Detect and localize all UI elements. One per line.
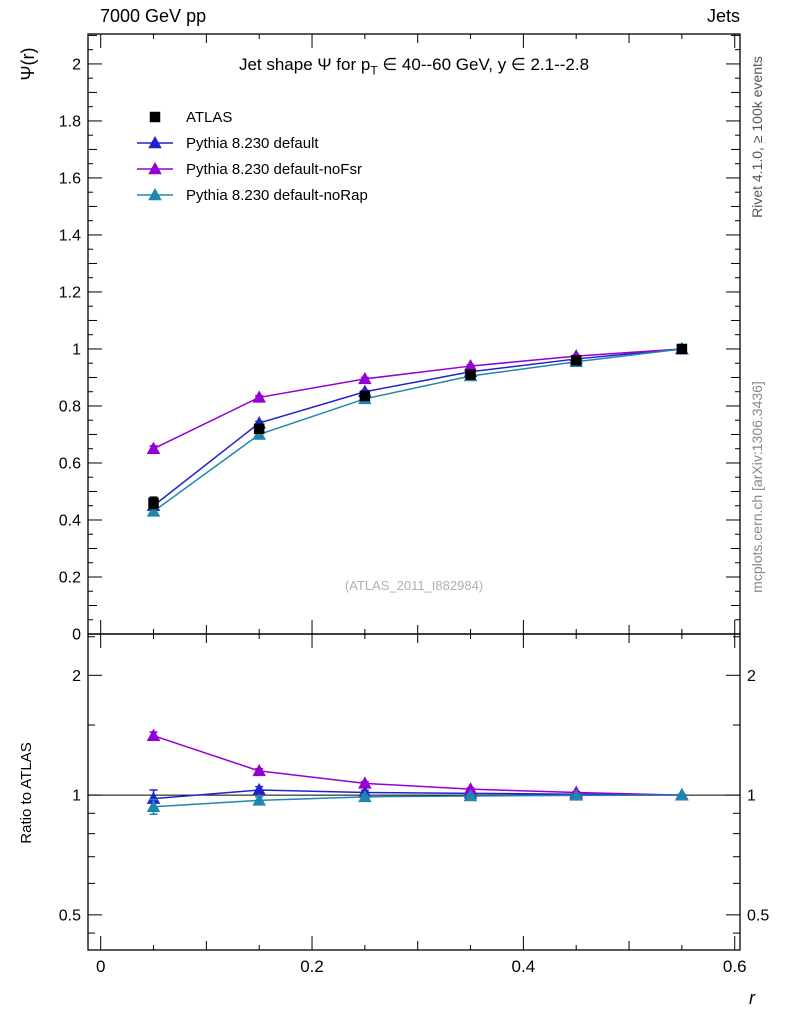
main-y-tick-label: 0.4 (59, 512, 81, 529)
x-tick-label: 0.6 (723, 957, 747, 976)
series-pythia-default-nofsr (146, 341, 689, 801)
rivet-version-label: Rivet 4.1.0, ≥ 100k events (749, 56, 765, 218)
x-tick-label: 0.4 (512, 957, 536, 976)
ratio-y-axis-title: Ratio to ATLAS (18, 742, 35, 844)
legend-marker-atlas (149, 111, 161, 123)
ratio-panel-frame (87, 633, 741, 951)
ratio-y-tick-label-left: 0.5 (59, 907, 81, 924)
legend-label: Pythia 8.230 default-noRap (186, 186, 368, 204)
ratio-y-tick-label-left: 2 (72, 668, 81, 685)
mcplots-watermark: mcplots.cern.ch [arXiv:1306.3436] (749, 381, 765, 593)
legend: ATLAS Pythia 8.230 default Pythia 8.230 de… (136, 104, 368, 208)
main-y-tick-label: 0.2 (59, 569, 81, 586)
main-y-tick-label: 2 (72, 56, 81, 73)
legend-label: ATLAS (186, 108, 233, 126)
main-y-tick-label: 0 (72, 627, 81, 644)
ratio-y-tick-label-left: 1 (72, 788, 81, 805)
series-atlas (148, 343, 688, 510)
plot-title-post: ∈ 40--60 GeV, y ∈ 2.1--2.8 (377, 55, 590, 74)
axes-frame (87, 33, 741, 951)
plot-title: Jet shape Ψ for pT ∈ 40--60 GeV, y ∈ 2.1… (88, 55, 740, 77)
legend-item-pythia-default-norap: Pythia 8.230 default-noRap (136, 182, 368, 208)
legend-item-pythia-default-nofsr: Pythia 8.230 default-noFsr (136, 156, 368, 182)
series-pythia-default (146, 341, 689, 809)
legend-marker-pythia-default-nofsr (137, 162, 173, 175)
main-y-tick-label: 1.8 (59, 113, 81, 130)
plot-title-subscript: T (370, 63, 378, 78)
beam-energy-label: 7000 GeV pp (100, 6, 207, 26)
ratio-y-tick-label-right: 1 (747, 788, 756, 805)
legend-item-pythia-default: Pythia 8.230 default (136, 130, 368, 156)
tick-labels: 0 0.2 0.4 0.6 0 0.2 0.4 0.6 0.8 1 1.2 1.4 1.6 1.8 2 0.5… (59, 56, 770, 976)
ratio-y-tick-label-right: 2 (747, 668, 756, 685)
main-y-tick-label: 0.8 (59, 398, 81, 415)
main-y-tick-label: 1.6 (59, 170, 81, 187)
x-tick-label: 0 (96, 957, 105, 976)
main-y-tick-label: 1 (72, 341, 81, 358)
analysis-id-watermark: (ATLAS_2011_I882984) (344, 578, 484, 593)
legend-marker-pythia-default (137, 136, 173, 149)
legend-label: Pythia 8.230 default-noFsr (186, 160, 362, 178)
legend-marker-pythia-default-norap (137, 188, 173, 201)
x-tick-label: 0.2 (300, 957, 324, 976)
plot-title-pre: Jet shape Ψ for p (238, 55, 371, 74)
main-y-tick-label: 1.2 (59, 284, 81, 301)
legend-item-atlas: ATLAS (136, 104, 368, 130)
x-axis-title: r (749, 988, 755, 1008)
legend-label: Pythia 8.230 default (186, 134, 319, 152)
main-y-tick-label: 1.4 (59, 227, 81, 244)
main-y-axis-title: Ψ(r) (18, 47, 38, 81)
analysis-group-label: Jets (706, 6, 740, 26)
main-y-tick-label: 0.6 (59, 455, 81, 472)
axis-ticks (88, 34, 740, 950)
ratio-y-tick-label-right: 0.5 (747, 907, 769, 924)
